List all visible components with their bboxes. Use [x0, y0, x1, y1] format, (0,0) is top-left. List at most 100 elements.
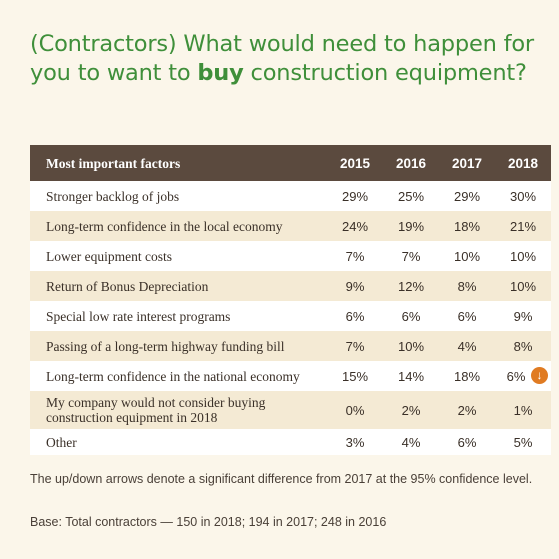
factor-label: Stronger backlog of jobs — [46, 188, 180, 204]
value-cell: 10% — [383, 339, 439, 354]
value-cell: 25% — [383, 189, 439, 204]
value-text: 18% — [453, 218, 481, 234]
value-text: 21% — [509, 218, 537, 234]
value-cell: 4% — [439, 339, 495, 354]
value-text: 10% — [453, 248, 481, 264]
factor-label: Return of Bonus Depreciation — [46, 278, 209, 294]
factors-table: Most important factors 2015 2016 2017 20… — [30, 145, 551, 455]
value-cell: 8% — [495, 339, 551, 354]
header-factor: Most important factors — [46, 155, 181, 171]
value-text: 3% — [345, 434, 365, 450]
arrows-note: The up/down arrows denote a significant … — [30, 472, 533, 486]
table-row: Stronger backlog of jobs 29% 25% 29% 30% — [30, 181, 551, 211]
value-text: 6% — [506, 368, 526, 384]
value-cell: 9% — [495, 309, 551, 324]
value-text: 19% — [397, 218, 425, 234]
value-cell: 29% — [327, 189, 383, 204]
value-text: 6% — [401, 308, 421, 324]
value-text: 0% — [345, 402, 365, 418]
value-text: 18% — [453, 368, 481, 384]
value-text: 6% — [457, 434, 477, 450]
table-row: Lower equipment costs 7% 7% 10% 10% — [30, 241, 551, 271]
value-cell: 24% — [327, 219, 383, 234]
value-text: 7% — [345, 248, 365, 264]
value-text: 2% — [457, 402, 477, 418]
value-cell: 12% — [383, 279, 439, 294]
value-cell: 6% — [383, 309, 439, 324]
value-cell: 18% — [439, 369, 495, 384]
value-cell: 10% — [495, 249, 551, 264]
value-text: 12% — [397, 278, 425, 294]
value-cell: 9% — [327, 279, 383, 294]
value-cell: 2% — [383, 403, 439, 418]
value-text: 29% — [453, 188, 481, 204]
value-cell: 21% — [495, 219, 551, 234]
value-cell: 6% — [439, 435, 495, 450]
value-text: 8% — [513, 338, 533, 354]
table-row: Return of Bonus Depreciation 9% 12% 8% 10% — [30, 271, 551, 301]
factor-label: Special low rate interest programs — [46, 308, 231, 324]
value-text: 24% — [341, 218, 369, 234]
value-text: 25% — [397, 188, 425, 204]
factor-label: Long-term confidence in the national eco… — [46, 368, 300, 384]
value-cell: 3% — [327, 435, 383, 450]
page-title: (Contractors) What would need to happen … — [30, 30, 535, 88]
value-text: 9% — [345, 278, 365, 294]
value-text: 6% — [345, 308, 365, 324]
value-cell: 30% — [495, 189, 551, 204]
value-cell: 5% — [495, 435, 551, 450]
value-cell: 18% — [439, 219, 495, 234]
value-text: 8% — [457, 278, 477, 294]
down-arrow-icon: ↓ — [531, 367, 548, 384]
value-text: 9% — [513, 308, 533, 324]
value-text: 30% — [509, 188, 537, 204]
factor-label: Long-term confidence in the local econom… — [46, 218, 283, 234]
value-text: 15% — [341, 368, 369, 384]
value-text: 2% — [401, 402, 421, 418]
value-cell: 7% — [327, 339, 383, 354]
table-row: Long-term confidence in the local econom… — [30, 211, 551, 241]
value-cell: 6% — [439, 309, 495, 324]
value-text: 4% — [401, 434, 421, 450]
value-cell: 0% — [327, 403, 383, 418]
value-text: 5% — [513, 434, 533, 450]
value-cell: 1% — [495, 403, 551, 418]
table-row: My company would not consider buying con… — [30, 391, 551, 429]
value-text: 14% — [397, 368, 425, 384]
base-note: Base: Total contractors — 150 in 2018; 1… — [30, 515, 387, 529]
header-2017: 2017 — [451, 155, 483, 171]
value-text: 4% — [457, 338, 477, 354]
factor-label: Other — [46, 434, 77, 450]
value-text: 7% — [345, 338, 365, 354]
title-text-end: construction equipment? — [243, 60, 527, 86]
factor-label: Passing of a long-term highway funding b… — [46, 338, 285, 354]
factor-label: My company would not consider buying con… — [46, 395, 266, 425]
value-cell: 15% — [327, 369, 383, 384]
value-cell: 10% — [495, 279, 551, 294]
header-2018: 2018 — [507, 155, 539, 171]
value-cell: 2% — [439, 403, 495, 418]
title-text: (Contractors) What would need to happen … — [30, 31, 534, 86]
factor-label: Lower equipment costs — [46, 248, 172, 264]
value-cell: 4% — [383, 435, 439, 450]
table-header: Most important factors 2015 2016 2017 20… — [30, 145, 551, 181]
table-row: Special low rate interest programs 6% 6% 6%… — [30, 301, 551, 331]
value-cell: 29% — [439, 189, 495, 204]
value-text: 10% — [509, 248, 537, 264]
value-cell: 6% ↓ — [495, 367, 551, 384]
value-cell: 10% — [439, 249, 495, 264]
value-cell: 7% — [327, 249, 383, 264]
value-text: 7% — [401, 248, 421, 264]
value-cell: 19% — [383, 219, 439, 234]
table-row: Long-term confidence in the national eco… — [30, 361, 551, 391]
header-2016: 2016 — [395, 155, 427, 171]
value-cell: 14% — [383, 369, 439, 384]
title-emphasis: buy — [197, 60, 244, 86]
value-cell: 7% — [383, 249, 439, 264]
table-row: Other 3% 4% 6% 5% — [30, 429, 551, 455]
value-text: 10% — [509, 278, 537, 294]
value-cell: 8% — [439, 279, 495, 294]
value-text: 1% — [513, 402, 533, 418]
value-text: 6% — [457, 308, 477, 324]
value-text: 29% — [341, 188, 369, 204]
